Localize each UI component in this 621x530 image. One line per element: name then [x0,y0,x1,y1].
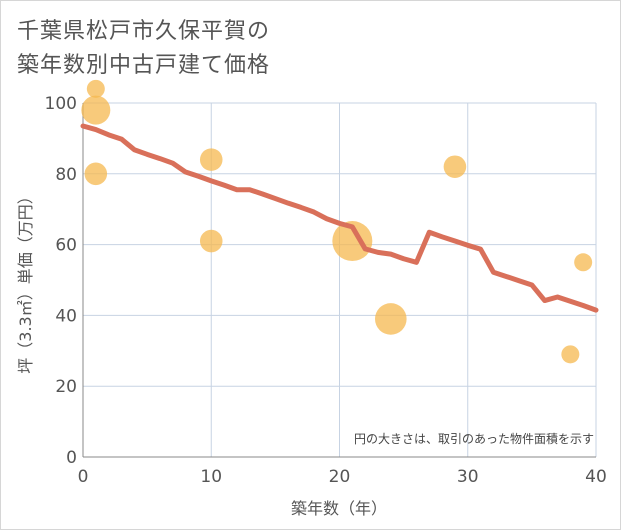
trend-line [80,123,599,313]
size-annotation: 円の大きさは、取引のあった物件面積を示す [354,431,594,446]
grid-lines [83,102,597,457]
x-tick-label: 20 [329,467,351,487]
trend-line-layer [80,123,599,313]
x-axis-title: 築年数（年） [291,499,387,518]
y-tick-label: 80 [55,165,77,185]
x-tick-label: 30 [457,467,479,487]
scatter-point [199,148,223,171]
scatter-point [375,303,407,335]
axes [82,103,596,458]
chart-title-line-2: 築年数別中古戸建て価格 [17,53,271,78]
scatter-point [332,221,373,262]
x-tick-label: 10 [200,467,222,487]
scatter-point [574,253,593,272]
y-tick-label: 100 [45,94,77,114]
scatter-point [86,79,105,98]
scatter-point [561,345,580,364]
y-tick-label: 60 [55,236,77,256]
x-tick-label: 0 [78,467,89,487]
y-tick-label: 0 [66,448,77,468]
scatter-point [81,95,111,125]
tick-labels: 0 20 40 60 80 100 0 10 20 30 40 [45,94,607,487]
scatter-point [199,229,223,253]
chart-title: 千葉県松戸市久保平賀の 築年数別中古戸建て価格 [17,15,270,83]
scatter-points [81,79,593,364]
chart-title-line-1: 千葉県松戸市久保平賀の [17,19,271,44]
scatter-point [443,155,467,178]
x-tick-label: 40 [585,467,607,487]
y-tick-label: 20 [55,377,77,397]
scatter-point [84,162,108,186]
y-tick-label: 40 [55,306,77,326]
y-axis-title: 坪（3.3㎡）単価（万円） [16,188,35,373]
